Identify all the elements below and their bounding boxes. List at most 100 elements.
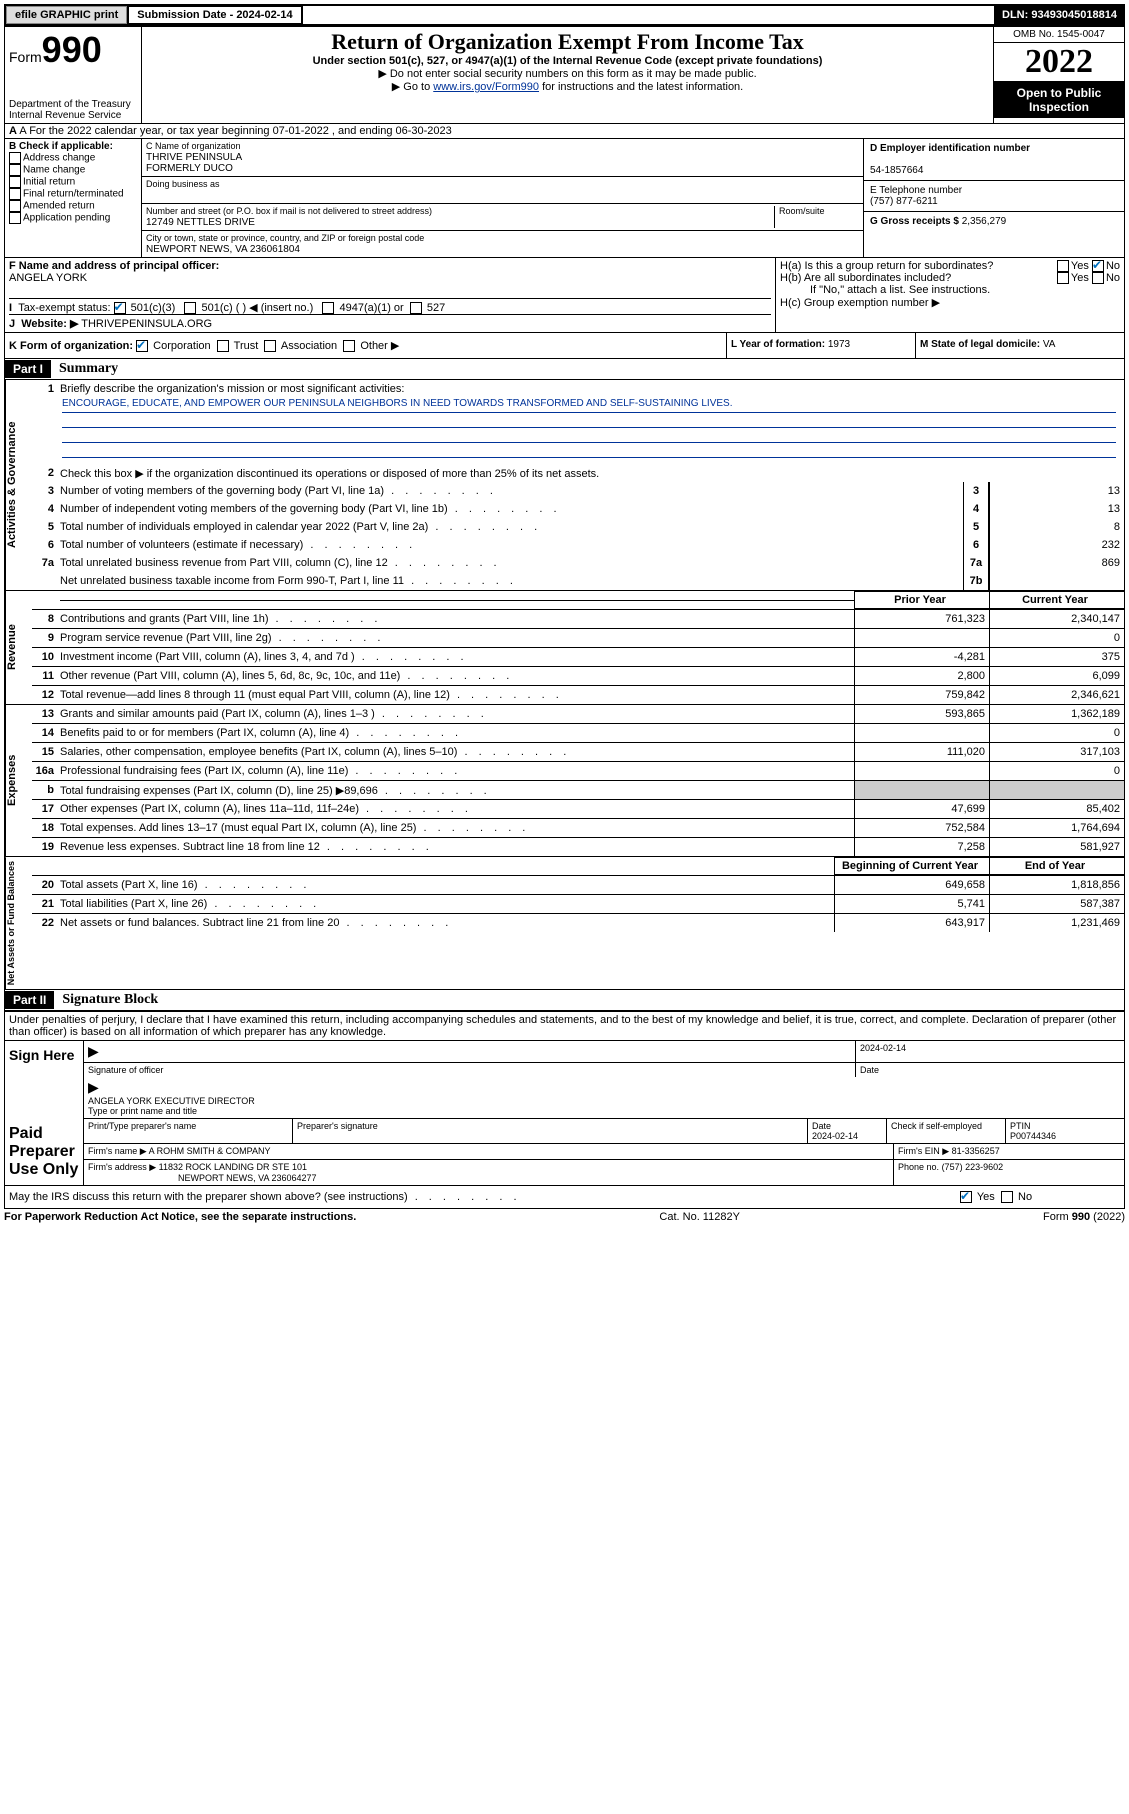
tax-year: 2022: [994, 43, 1124, 81]
summary-line: 4Number of independent voting members of…: [32, 500, 1124, 518]
efile-print-button[interactable]: efile GRAPHIC print: [6, 6, 127, 24]
governance-side-label: Activities & Governance: [5, 380, 32, 590]
dept-label: Department of the Treasury: [9, 99, 137, 110]
year-formation: 1973: [828, 339, 850, 350]
ha-no-checkbox[interactable]: [1092, 260, 1104, 272]
discuss-no-checkbox[interactable]: [1001, 1191, 1013, 1203]
other-checkbox[interactable]: [343, 340, 355, 352]
firm-address-2: NEWPORT NEWS, VA 236064277: [88, 1173, 317, 1183]
expenses-section: Expenses 13Grants and similar amounts pa…: [5, 704, 1124, 856]
form-title: Return of Organization Exempt From Incom…: [148, 29, 987, 55]
dba-label: Doing business as: [146, 179, 220, 189]
summary-line: 11Other revenue (Part VIII, column (A), …: [32, 666, 1124, 685]
summary-line: 6Total number of volunteers (estimate if…: [32, 536, 1124, 554]
current-year-header: Current Year: [989, 591, 1124, 609]
net-assets-side-label: Net Assets or Fund Balances: [5, 857, 32, 989]
summary-line: 15Salaries, other compensation, employee…: [32, 742, 1124, 761]
summary-line: 5Total number of individuals employed in…: [32, 518, 1124, 536]
k-label: K Form of organization:: [9, 340, 133, 352]
g-gross-label: G Gross receipts $: [870, 216, 959, 227]
amended-return-checkbox[interactable]: [9, 200, 21, 212]
summary-line: 16aProfessional fundraising fees (Part I…: [32, 761, 1124, 780]
expenses-side-label: Expenses: [5, 705, 32, 856]
summary-line: 13Grants and similar amounts paid (Part …: [32, 705, 1124, 723]
address-change-checkbox[interactable]: [9, 152, 21, 164]
final-return-checkbox[interactable]: [9, 188, 21, 200]
initial-return-checkbox[interactable]: [9, 176, 21, 188]
type-name-label: Type or print name and title: [88, 1106, 197, 1116]
hb-label: H(b) Are all subordinates included?: [780, 272, 1057, 284]
q2-label: Check this box ▶ if the organization dis…: [60, 467, 1124, 480]
hb-note: If "No," attach a list. See instructions…: [780, 284, 1120, 296]
form-header: Form990 Department of the Treasury Inter…: [5, 27, 1124, 124]
tax-exempt-label: Tax-exempt status:: [18, 302, 110, 314]
row-k: K Form of organization: Corporation Trus…: [5, 332, 1124, 358]
discuss-yes-checkbox[interactable]: [960, 1191, 972, 1203]
form-subtitle: Under section 501(c), 527, or 4947(a)(1)…: [148, 55, 987, 67]
officer-name-title: ANGELA YORK EXECUTIVE DIRECTOR: [88, 1096, 255, 1106]
501c3-checkbox[interactable]: [114, 302, 126, 314]
sign-here-label: Sign Here: [5, 1041, 84, 1119]
assoc-checkbox[interactable]: [264, 340, 276, 352]
part-ii-header: Part II Signature Block: [5, 989, 1124, 1011]
summary-line: Net unrelated business taxable income fr…: [32, 572, 1124, 590]
part-i-header: Part I Summary: [5, 358, 1124, 380]
form-ref: Form 990 (2022): [1043, 1211, 1125, 1223]
name-change-checkbox[interactable]: [9, 164, 21, 176]
room-label: Room/suite: [779, 206, 825, 216]
hb-no-checkbox[interactable]: [1092, 272, 1104, 284]
form-number: 990: [42, 29, 102, 70]
trust-checkbox[interactable]: [217, 340, 229, 352]
mission-text: ENCOURAGE, EDUCATE, AND EMPOWER OUR PENI…: [62, 398, 1116, 413]
omb-number: OMB No. 1545-0047: [994, 27, 1124, 43]
f-officer-label: F Name and address of principal officer:: [9, 260, 219, 272]
officer-name: ANGELA YORK: [9, 272, 771, 284]
d-ein-label: D Employer identification number: [870, 143, 1030, 154]
summary-line: 12Total revenue—add lines 8 through 11 (…: [32, 685, 1124, 704]
org-name: THRIVE PENINSULA: [146, 152, 242, 163]
summary-line: 17Other expenses (Part IX, column (A), l…: [32, 799, 1124, 818]
end-year-header: End of Year: [989, 857, 1124, 875]
corp-checkbox[interactable]: [136, 340, 148, 352]
street-label: Number and street (or P.O. box if mail i…: [146, 206, 432, 216]
spacer: [303, 6, 994, 24]
open-to-public-badge: Open to Public Inspection: [994, 81, 1124, 118]
irs-link[interactable]: www.irs.gov/Form990: [433, 81, 539, 93]
4947-checkbox[interactable]: [322, 302, 334, 314]
ha-yes-checkbox[interactable]: [1057, 260, 1069, 272]
summary-line: 8Contributions and grants (Part VIII, li…: [32, 610, 1124, 628]
city-value: NEWPORT NEWS, VA 236061804: [146, 244, 300, 255]
firm-address-1: 11832 ROCK LANDING DR STE 101: [159, 1162, 307, 1172]
top-bar: efile GRAPHIC print Submission Date - 20…: [4, 4, 1125, 26]
row-f-h: F Name and address of principal officer:…: [5, 257, 1124, 332]
sig-officer-label: Signature of officer: [84, 1063, 856, 1077]
instr-no-ssn: ▶ Do not enter social security numbers o…: [148, 67, 987, 80]
summary-line: 22Net assets or fund balances. Subtract …: [32, 913, 1124, 932]
form-label: Form: [9, 49, 42, 65]
firm-name: A ROHM SMITH & COMPANY: [149, 1146, 271, 1156]
hb-yes-checkbox[interactable]: [1057, 272, 1069, 284]
governance-section: Activities & Governance 1Briefly describ…: [5, 380, 1124, 590]
summary-line: 18Total expenses. Add lines 13–17 (must …: [32, 818, 1124, 837]
application-pending-checkbox[interactable]: [9, 212, 21, 224]
paid-preparer-label: Paid Preparer Use Only: [5, 1119, 84, 1185]
sig-date: 2024-02-14: [856, 1041, 1124, 1063]
pra-notice: For Paperwork Reduction Act Notice, see …: [4, 1211, 356, 1223]
street-value: 12749 NETTLES DRIVE: [146, 217, 255, 228]
m-label: M State of legal domicile:: [920, 339, 1040, 350]
part-ii-title: Signature Block: [54, 990, 166, 1010]
part-ii-tag: Part II: [5, 991, 54, 1009]
irs-label: Internal Revenue Service: [9, 110, 137, 121]
signature-block: Under penalties of perjury, I declare th…: [5, 1011, 1124, 1208]
527-checkbox[interactable]: [410, 302, 422, 314]
prior-year-header: Prior Year: [854, 591, 989, 609]
summary-line: 21Total liabilities (Part X, line 26)5,7…: [32, 894, 1124, 913]
summary-line: 19Revenue less expenses. Subtract line 1…: [32, 837, 1124, 856]
website-value: THRIVEPENINSULA.ORG: [81, 318, 212, 330]
may-irs-discuss: May the IRS discuss this return with the…: [9, 1191, 960, 1203]
part-i-title: Summary: [51, 359, 126, 379]
summary-line: 14Benefits paid to or for members (Part …: [32, 723, 1124, 742]
q1-label: Briefly describe the organization's miss…: [60, 383, 1124, 395]
summary-line: bTotal fundraising expenses (Part IX, co…: [32, 780, 1124, 799]
501c-checkbox[interactable]: [184, 302, 196, 314]
